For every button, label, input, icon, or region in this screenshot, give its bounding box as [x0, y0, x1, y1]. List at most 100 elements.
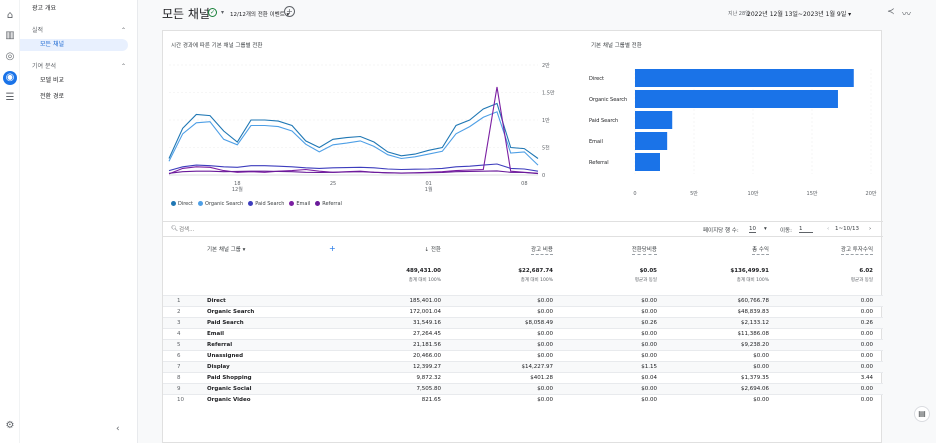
rows-per-page-select[interactable]: 10 — [749, 226, 756, 233]
bar-category-label: Paid Search — [589, 118, 618, 124]
y-tick-label: 1만 — [542, 117, 550, 124]
chevron-left-icon[interactable]: ‹ — [116, 424, 120, 434]
row-cell: $0.00 — [537, 298, 553, 304]
table-row[interactable]: 4 Email 27,264.45 $0.00 $0.00 $11,386.08 0.00 — [163, 328, 883, 339]
next-page-icon[interactable]: › — [869, 226, 872, 232]
dimension-header[interactable]: 기본 채널 그룹 ▾ — [207, 247, 246, 253]
row-cell: $48,839.83 — [737, 309, 770, 315]
goto-page-input[interactable]: 1 — [799, 226, 813, 233]
sidebar-item-model-comparison[interactable]: 모델 비교 — [40, 77, 64, 84]
row-cell: 31,549.16 — [413, 320, 441, 326]
table-row[interactable]: 3 Paid Search 31,549.16 $8,058.49 $0.26 $2,13… — [163, 317, 883, 328]
bar-organic-search[interactable] — [635, 90, 838, 108]
row-channel: Unassigned — [207, 353, 244, 359]
explore-icon[interactable]: ◎ — [5, 51, 15, 62]
legend-item[interactable]: Organic Search — [197, 201, 243, 207]
total-revenue: $136,499.91 — [730, 268, 769, 274]
date-range-picker[interactable]: 2022년 12월 13일~2023년 1월 9일 ▾ — [747, 11, 852, 18]
chevron-up-icon: ⌃ — [120, 63, 126, 70]
insights-icon[interactable]: 〰 — [902, 10, 912, 20]
search-input[interactable] — [179, 225, 299, 234]
conversion-events-dropdown[interactable]: 12/12개의 전환 이벤트 ▾ — [230, 12, 290, 18]
bar-chart-title: 기본 채널 그룹별 전환 — [591, 43, 642, 49]
check-circle-icon[interactable]: ✓ — [208, 8, 217, 17]
search-icon: 🔍︎ — [171, 226, 178, 232]
bar-paid-search[interactable] — [635, 111, 673, 129]
y-tick-label: 0 — [542, 173, 545, 179]
table-row[interactable]: 8 Paid Shopping 9,872.32 $401.28 $0.04 $1,379… — [163, 372, 883, 383]
add-comparison-button[interactable]: + — [284, 6, 295, 17]
bar-referral[interactable] — [635, 153, 660, 171]
table-row[interactable]: 9 Organic Social 7,505.80 $0.00 $0.00 $2,694.… — [163, 383, 883, 394]
legend-item[interactable]: Referral — [315, 201, 342, 207]
row-index: 9 — [177, 386, 181, 392]
table-row[interactable]: 7 Display 12,399.27 $14,227.97 $1.15 $0.00 0.0… — [163, 361, 883, 372]
table-row[interactable]: 5 Referral 21,181.56 $0.00 $0.00 $9,238.20 0.0… — [163, 339, 883, 350]
row-cell: $0.00 — [641, 386, 657, 392]
series-line-direct[interactable] — [168, 102, 539, 159]
legend-dot-icon — [248, 201, 254, 206]
series-line-referral[interactable] — [168, 170, 539, 175]
bar-email[interactable] — [635, 132, 668, 150]
feedback-icon[interactable]: ▤ — [914, 406, 930, 422]
total-sub: 총계 대비 100% — [408, 278, 441, 283]
series-line-paid-search[interactable] — [168, 163, 539, 172]
sidebar: 광고 개요 실적 ⌃ 모든 채널 기여 분석 ⌃ 모델 비교 전환 경로 ‹ — [20, 0, 138, 443]
chevron-down-icon[interactable]: ▾ — [764, 226, 767, 232]
row-cell: 0.00 — [860, 331, 873, 337]
y-tick-label: 1.5만 — [542, 90, 555, 97]
row-cell: $0.00 — [537, 386, 553, 392]
row-channel: Paid Search — [207, 320, 244, 326]
report-card: 시간 경과에 따른 기본 채널 그룹별 전환 0 5천 1만 1.5만 2만 18 12월 2… — [162, 30, 883, 443]
row-cell: $0.00 — [753, 353, 769, 359]
x-tick-label: 25 — [330, 181, 336, 187]
prev-page-icon[interactable]: ‹ — [827, 226, 830, 232]
rows-per-page-label: 페이지당 행 수: — [703, 228, 739, 234]
series-line-organic-search[interactable] — [168, 111, 539, 166]
sidebar-section-performance[interactable]: 실적 ⌃ — [20, 25, 138, 37]
col-cost-per-conversion[interactable]: 전환당비용 — [631, 247, 657, 255]
settings-icon[interactable]: ⚙ — [5, 420, 15, 431]
row-cell: $14,227.97 — [521, 364, 554, 370]
row-cell: 0.00 — [860, 353, 873, 359]
table-row[interactable]: 1 Direct 185,401.00 $0.00 $0.00 $60,766.78 0.0… — [163, 295, 883, 306]
sidebar-section-attribution[interactable]: 기여 분석 ⌃ — [20, 61, 138, 73]
row-cell: $11,386.08 — [737, 331, 770, 337]
legend-item[interactable]: Email — [289, 201, 310, 207]
table-row[interactable]: 2 Organic Search 172,001.04 $0.00 $0.00 $48,8… — [163, 306, 883, 317]
col-total-revenue[interactable]: 총 수익 — [752, 247, 769, 255]
x-tick-label: 20만 — [866, 190, 877, 197]
row-cell: 185,401.00 — [409, 298, 442, 304]
list-icon[interactable]: ☰ — [5, 92, 15, 103]
sidebar-item-overview[interactable]: 광고 개요 — [32, 5, 56, 12]
col-ad-cost[interactable]: 광고 비용 — [531, 247, 553, 255]
x-tick-sublabel: 1월 — [425, 186, 433, 193]
x-tick-label: 10만 — [748, 190, 759, 197]
series-line-email[interactable] — [168, 86, 539, 175]
row-cell: 172,001.04 — [409, 309, 442, 315]
chevron-down-icon[interactable]: ▾ — [221, 9, 225, 16]
row-index: 10 — [177, 397, 184, 403]
home-icon[interactable]: ⌂ — [6, 10, 14, 21]
legend-item[interactable]: Paid Search — [248, 201, 284, 207]
table-row[interactable]: 10 Organic Video 821.65 $0.00 $0.00 $0.00 0.00 — [163, 394, 883, 405]
bar-direct[interactable] — [635, 69, 854, 87]
col-conversions[interactable]: ↓ 전환 — [424, 247, 441, 253]
total-roas: 6.02 — [859, 268, 873, 274]
date-preset-label: 지난 28일 — [728, 11, 750, 17]
advertising-icon[interactable]: ◉ — [3, 71, 17, 85]
reports-icon[interactable]: ▥ — [5, 30, 15, 41]
share-icon[interactable]: ≺ — [887, 7, 895, 17]
col-roas[interactable]: 광고 투자수익 — [840, 247, 873, 255]
row-cell: 0.00 — [860, 364, 873, 370]
x-tick-label: 0 — [633, 191, 636, 197]
sidebar-item-conversion-paths[interactable]: 전환 경로 — [40, 93, 64, 100]
add-dimension-button[interactable]: + — [329, 244, 336, 253]
row-cell: $0.00 — [641, 397, 657, 403]
row-cell: 3.44 — [860, 375, 873, 381]
sidebar-item-all-channels[interactable]: 모든 채널 — [20, 39, 128, 51]
legend-item[interactable]: Direct — [171, 201, 193, 207]
row-index: 5 — [177, 342, 181, 348]
table-row[interactable]: 6 Unassigned 20,466.00 $0.00 $0.00 $0.00 0.00 — [163, 350, 883, 361]
